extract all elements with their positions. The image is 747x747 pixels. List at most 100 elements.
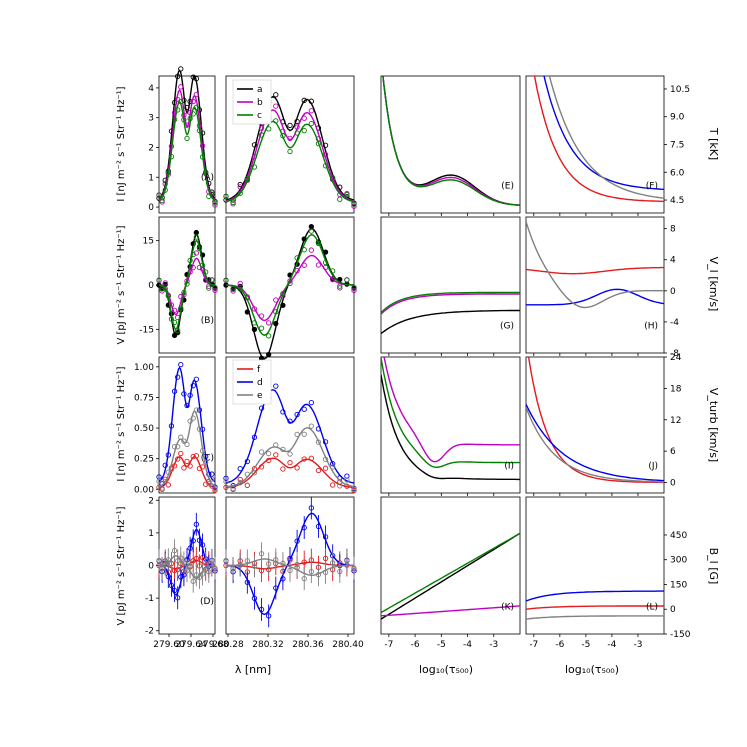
data-point-d: [308, 399, 314, 406]
data-point-e: [184, 568, 190, 574]
data-point-d: [190, 538, 196, 544]
data-point-d: [171, 388, 178, 394]
data-point-e: [206, 568, 212, 575]
data-point-e: [230, 485, 236, 492]
data-point-e: [209, 476, 215, 482]
data-point-c: [193, 234, 199, 240]
data-point-e: [159, 565, 165, 572]
data-point-d: [315, 426, 322, 432]
data-point-f: [171, 463, 178, 469]
data-point-e: [258, 551, 265, 557]
data-point-d: [287, 418, 293, 424]
data-point-f: [258, 567, 265, 574]
data-point-c: [244, 294, 250, 300]
data-point-d: [171, 587, 178, 594]
profile-line-a: [382, 76, 520, 206]
data-point-c: [294, 130, 300, 136]
data-point-a: [244, 309, 250, 315]
profile-line-c: [382, 76, 520, 206]
data-point-d: [330, 461, 336, 467]
profile-line-c: [381, 532, 520, 614]
data-point-e: [187, 563, 193, 569]
y-tick-label: -4: [670, 318, 679, 328]
data-point-f: [212, 487, 218, 494]
profile-line-e: [526, 221, 664, 309]
data-point-d: [165, 452, 171, 458]
data-point-d: [168, 423, 175, 429]
data-point-d: [244, 458, 250, 465]
data-point-e: [344, 477, 350, 483]
data-point-d: [251, 434, 258, 440]
y-tick-label: 0.25: [134, 455, 154, 465]
data-point-e: [187, 418, 193, 424]
data-point-f: [193, 555, 199, 562]
data-point-b: [212, 202, 218, 208]
data-point-b: [171, 307, 178, 313]
data-point-c: [175, 107, 181, 113]
data-point-c: [223, 193, 229, 200]
profile-line-b: [381, 293, 520, 315]
axes-frame: [525, 216, 665, 354]
data-point-a: [184, 104, 190, 111]
data-point-e: [156, 557, 162, 564]
data-point-c: [159, 286, 165, 292]
data-point-c: [330, 174, 336, 181]
data-point-b: [287, 135, 293, 142]
data-point-e: [156, 478, 162, 484]
data-point-c: [190, 251, 196, 258]
plot-layer: 01234(A)(E)4.56.07.59.010.5(F)-15015(B)(…: [134, 66, 691, 650]
data-point-c: [165, 292, 171, 298]
data-point-d: [280, 409, 286, 415]
data-point-e: [178, 434, 184, 440]
data-point-f: [187, 463, 193, 469]
data-point-b: [237, 280, 243, 287]
legend-bottom: [232, 359, 272, 405]
series-line-a: [225, 95, 355, 201]
axes-frame: [380, 496, 521, 635]
data-point-f: [315, 467, 322, 474]
data-point-c: [237, 286, 243, 292]
data-point-b: [322, 151, 329, 158]
data-point-c: [287, 280, 293, 287]
data-point-c: [258, 325, 265, 331]
data-point-c: [168, 154, 175, 160]
data-point-c: [156, 192, 162, 198]
data-point-b: [251, 306, 258, 312]
data-point-e: [190, 578, 196, 584]
series-line-c: [225, 234, 354, 337]
data-point-e: [258, 449, 265, 455]
x-tick-label: 279.68: [197, 640, 229, 650]
panel-label-b: (B): [201, 316, 214, 326]
panel-d-left: [156, 496, 218, 635]
data-point-e: [337, 483, 343, 489]
data-point-e: [196, 574, 203, 581]
data-point-c: [280, 291, 286, 297]
data-point-c: [178, 305, 184, 311]
xlabel-wavelength: λ [nm]: [235, 663, 271, 676]
data-point-b: [266, 320, 272, 326]
data-point-f: [184, 458, 190, 465]
data-point-c: [212, 200, 218, 206]
data-point-e: [337, 568, 343, 575]
data-point-e: [351, 486, 357, 492]
data-point-f: [280, 466, 286, 472]
data-point-d: [212, 484, 218, 490]
panel-l: [525, 496, 667, 637]
profile-line-f: [527, 357, 664, 484]
data-point-f: [330, 482, 336, 488]
data-point-f: [190, 453, 196, 460]
data-point-c: [206, 285, 212, 291]
axes-frame: [380, 356, 521, 494]
y-tick-label: 4: [670, 256, 676, 266]
data-point-c: [159, 197, 165, 204]
data-point-e: [273, 442, 279, 448]
data-point-e: [203, 459, 209, 465]
x-tick-label: -4: [607, 640, 616, 650]
data-point-f: [171, 567, 178, 574]
data-point-d: [308, 505, 314, 511]
panel-label-e: (E): [501, 181, 514, 191]
legend-top: [232, 79, 272, 125]
y-tick-label: 0.75: [134, 393, 154, 403]
y-tick-label: -2: [145, 627, 154, 637]
y-tick-label: 0.50: [134, 424, 154, 434]
